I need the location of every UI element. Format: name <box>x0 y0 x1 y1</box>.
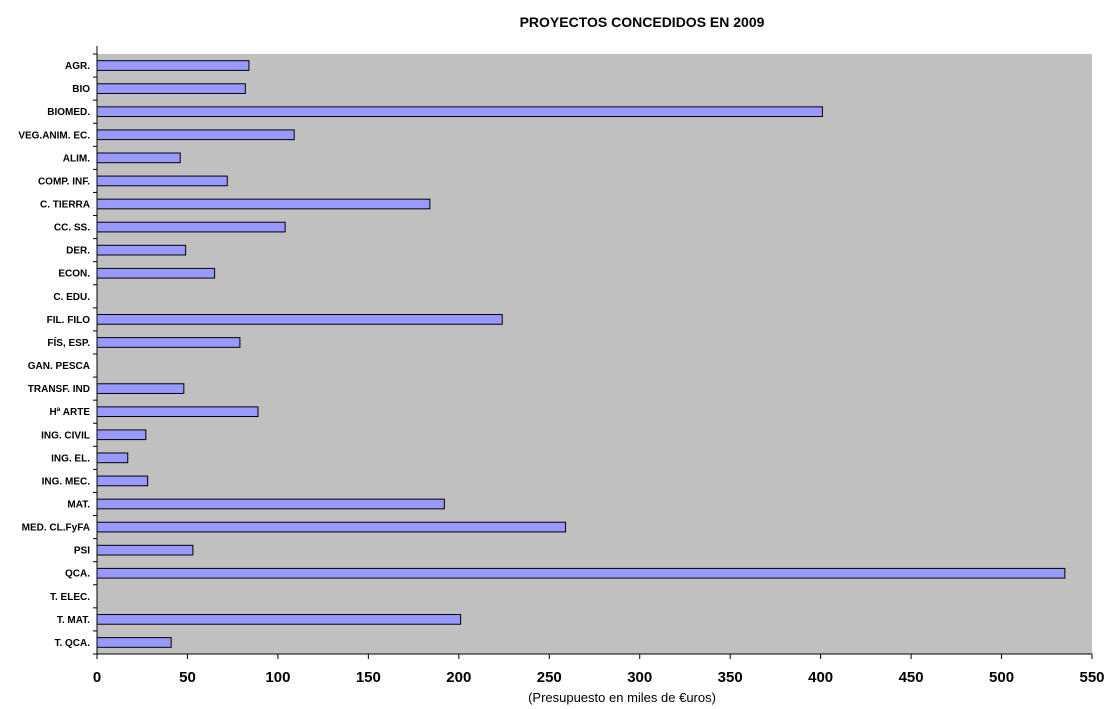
bar <box>96 475 149 487</box>
bar <box>96 567 1066 579</box>
x-tick-label: 400 <box>808 669 833 686</box>
bar <box>96 544 194 556</box>
x-axis-label: (Presupuesto en miles de €uros) <box>528 690 716 705</box>
x-tick-label: 300 <box>627 669 652 686</box>
bar <box>96 406 259 418</box>
bar <box>96 129 295 141</box>
category-label: T. MAT. <box>57 615 90 626</box>
plot-area <box>97 54 1092 654</box>
x-tick-label: 100 <box>265 669 290 686</box>
bar <box>96 429 147 441</box>
category-label: ECON. <box>58 269 90 280</box>
bar <box>96 221 286 233</box>
category-label: FÍS, ESP. <box>47 336 90 349</box>
bar <box>96 383 185 394</box>
category-label: C. EDU. <box>53 292 90 303</box>
category-label: Hª ARTE <box>49 407 90 418</box>
axes-group <box>93 46 1093 659</box>
chart-title: PROYECTOS CONCEDIDOS EN 2009 <box>520 14 765 30</box>
category-label: T. ELEC. <box>50 592 90 603</box>
x-tick-label: 500 <box>989 669 1014 686</box>
bar <box>96 106 823 118</box>
category-label: ING. MEC. <box>42 476 91 487</box>
x-tick-label: 150 <box>356 669 381 686</box>
category-label: FIL. FILO <box>47 315 91 326</box>
category-label: GAN. PESCA <box>28 361 90 372</box>
category-labels: AGR. BIO BIOMED. VEG.ANIM. EC. ALIM. COMP. IN… <box>18 61 90 649</box>
bar <box>96 314 503 325</box>
category-label: T. QCA. <box>54 638 90 649</box>
x-tick-label: 200 <box>446 669 471 686</box>
bar <box>96 498 445 510</box>
bar <box>96 614 462 625</box>
category-label: AGR. <box>65 61 90 72</box>
category-label: ING. EL. <box>51 453 90 464</box>
bar <box>96 175 228 187</box>
category-label: TRANSF. IND <box>28 384 90 395</box>
category-label: BIOMED. <box>47 107 90 118</box>
category-label: MED. CL.FyFA <box>22 523 90 534</box>
bar <box>96 244 187 256</box>
category-label: CC. SS. <box>54 223 90 234</box>
category-label: ING. CIVIL <box>41 430 90 441</box>
bars-group <box>96 60 1066 648</box>
category-label: QCA. <box>65 569 90 580</box>
category-label: C. TIERRA <box>40 200 90 211</box>
bar <box>96 337 241 348</box>
category-label: ALIM. <box>63 153 90 164</box>
bar <box>96 267 216 279</box>
category-label: MAT. <box>67 500 90 511</box>
bar <box>96 452 129 464</box>
x-tick-label: 450 <box>899 669 924 686</box>
bar <box>96 83 246 94</box>
category-label: VEG.ANIM. EC. <box>18 130 90 141</box>
bar <box>96 637 172 648</box>
x-tick-label: 0 <box>93 669 101 686</box>
x-tick-label: 50 <box>179 669 196 686</box>
x-tick-label: 350 <box>718 669 743 686</box>
category-label: DER. <box>66 246 90 257</box>
x-tick-label: 550 <box>1079 669 1104 686</box>
bar <box>96 152 181 164</box>
category-label: PSI <box>74 546 90 557</box>
bar <box>96 198 431 210</box>
category-label: BIO <box>72 84 90 95</box>
x-tick-labels: 0 50 100 150 200 250 300 350 400 450 500 550 <box>93 669 1105 686</box>
bar <box>96 521 567 533</box>
bar <box>96 60 250 71</box>
x-tick-label: 250 <box>537 669 562 686</box>
category-label: COMP. INF. <box>38 176 90 187</box>
